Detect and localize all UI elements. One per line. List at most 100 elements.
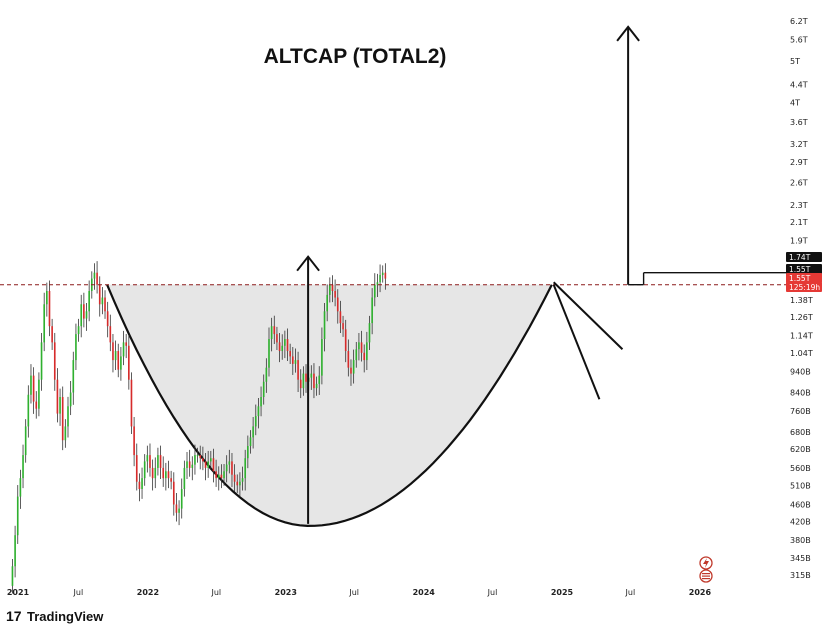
candle	[350, 359, 352, 386]
candle	[294, 348, 297, 373]
candle	[159, 445, 162, 480]
candle-body	[344, 329, 347, 352]
candle-body	[135, 455, 138, 482]
price-label: 125:19h	[786, 282, 822, 292]
candle	[373, 273, 376, 307]
candle-body	[112, 342, 114, 361]
candle-body	[154, 467, 157, 479]
candle-body	[106, 311, 109, 327]
candle-body	[228, 461, 231, 465]
candle	[321, 327, 323, 385]
candle	[93, 263, 96, 290]
candle	[371, 288, 373, 335]
candle-body	[159, 455, 162, 468]
price-tick-label: 2.1T	[790, 218, 808, 227]
candle	[135, 443, 138, 491]
candle	[344, 319, 347, 363]
candle	[299, 369, 302, 399]
candle	[40, 332, 43, 391]
candle	[165, 462, 167, 491]
candle-body	[297, 360, 299, 380]
price-label-box	[786, 282, 822, 292]
candle-body	[273, 326, 276, 335]
candle-body	[366, 342, 368, 361]
candle	[130, 372, 133, 435]
time-tick-label: 2026	[689, 588, 712, 597]
price-tick-label: 3.2T	[790, 140, 808, 149]
candle	[46, 282, 48, 317]
candle-body	[212, 458, 215, 472]
candle	[183, 460, 186, 497]
candle	[381, 265, 384, 283]
candle	[27, 385, 30, 438]
candle-body	[59, 397, 61, 414]
flag-icon[interactable]	[699, 569, 713, 583]
price-tick-label: 2.3T	[790, 201, 808, 210]
candle	[223, 463, 225, 486]
bolt-icon[interactable]	[699, 556, 713, 570]
candle-body	[358, 342, 360, 350]
candle	[358, 332, 360, 361]
candle	[284, 330, 286, 359]
price-tick-label: 4.4T	[790, 81, 808, 90]
candle	[194, 444, 196, 475]
candle-body	[32, 375, 35, 402]
candle	[167, 460, 170, 489]
candle	[72, 351, 75, 405]
candle-body	[109, 326, 112, 343]
candle-body	[30, 375, 32, 395]
candle	[180, 478, 183, 519]
candle	[254, 404, 257, 436]
price-tick-label: 2.6T	[790, 178, 808, 187]
candle-body	[302, 373, 305, 389]
price-tick-label: 5T	[790, 57, 800, 66]
candle	[331, 275, 334, 303]
candle	[106, 301, 109, 338]
candle-body	[215, 471, 217, 479]
candle-body	[225, 464, 228, 472]
price-tick-label: 4T	[790, 98, 800, 107]
candle	[297, 351, 299, 392]
candle	[157, 447, 159, 476]
candle	[77, 318, 80, 342]
candle	[318, 366, 321, 395]
candle	[191, 456, 194, 481]
candle-body	[252, 426, 254, 438]
candle-body	[352, 360, 355, 374]
candle-body	[43, 304, 46, 343]
price-label-text: 1.55T	[789, 265, 811, 274]
candle-body	[138, 481, 141, 490]
candle	[231, 453, 233, 487]
candle	[207, 450, 209, 478]
candle-body	[217, 474, 220, 479]
price-tick-label: 380B	[790, 536, 811, 545]
price-tick-label: 345B	[790, 554, 811, 563]
price-label: 1.74T	[786, 252, 822, 262]
tradingview-logo-mark: 17	[6, 608, 22, 624]
candle-body	[196, 455, 199, 457]
time-tick-label: Jul	[487, 588, 498, 597]
candle	[59, 388, 61, 426]
candle	[172, 472, 175, 516]
candle	[368, 315, 371, 350]
candle-body	[130, 379, 133, 427]
candle	[252, 417, 254, 449]
candle-body	[368, 323, 371, 343]
price-tick-label: 510B	[790, 481, 811, 490]
candle-body	[371, 297, 373, 324]
candle-body	[104, 297, 106, 312]
candle-body	[247, 446, 249, 459]
candle	[247, 435, 249, 469]
candle	[289, 343, 291, 365]
candle	[75, 323, 77, 371]
candle-body	[281, 345, 284, 352]
candle	[352, 349, 355, 384]
candle-body	[315, 383, 318, 389]
candle-body	[170, 478, 172, 482]
candle-body	[265, 367, 268, 382]
candle-body	[80, 304, 83, 327]
time-axis: 2021 Jul 2022 Jul 2023 Jul 2024 Jul 2025 Jul 2026	[7, 588, 712, 597]
time-tick-label: Jul	[625, 588, 636, 597]
price-label-box	[786, 264, 822, 274]
